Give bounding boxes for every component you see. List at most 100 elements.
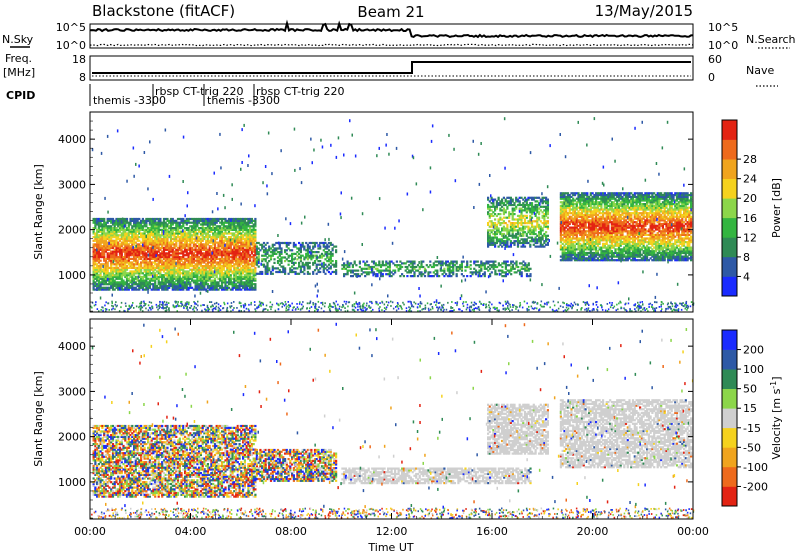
echo-cell [129,261,132,264]
echo-cell [194,237,197,241]
echo-cell [124,270,127,273]
echo-cell [173,266,176,269]
echo-cell [138,250,141,253]
echo-cell [285,241,288,245]
echo-cell [152,265,155,268]
echo-cell [358,275,361,278]
echo-cell [168,252,171,255]
echo-cell [226,232,229,235]
echo-cell [147,241,150,244]
echo-cell [164,279,167,282]
echo-cell [166,286,169,289]
echo-cell [280,265,283,268]
echo-cell [131,230,134,233]
echo-cell [182,274,185,277]
echo-cell [117,268,120,271]
echo-cell [154,268,157,271]
echo-cell [155,245,158,248]
echo-cell [145,223,148,226]
echo-cell [236,243,239,246]
echo-cell [298,265,301,268]
echo-cell [219,263,222,266]
echo-cell [199,268,202,271]
echo-cell [247,230,250,233]
echo-cell [220,266,224,269]
echo-cell [233,277,236,280]
echo-cell [111,223,115,226]
echo-cell [171,246,174,250]
echo-cell [129,265,132,268]
echo-cell [284,269,287,272]
echo-cell [173,263,176,266]
echo-cell [175,286,178,289]
echo-cell [203,230,206,233]
echo-cell [298,241,301,245]
echo-cell [194,254,197,257]
echo-cell [247,283,250,286]
echo-cell [94,223,97,226]
echo-cell [196,286,199,289]
echo-cell [229,277,232,280]
echo-cell [227,256,231,259]
echo-cell [205,241,208,244]
echo-cell [192,223,195,226]
echo-cell [210,245,213,248]
echo-cell [219,234,222,237]
echo-cell [122,257,125,260]
echo-cell [103,263,106,266]
echo-cell [219,228,222,231]
echo-cell [134,252,137,255]
echo-cell [182,252,185,255]
echo-cell [117,272,120,275]
echo-cell [133,248,136,251]
echo-cell [133,279,136,282]
echo-cell [222,246,225,250]
echo-cell [238,283,241,286]
echo-cell [159,237,162,241]
echo-cell [129,274,132,277]
echo-cell [157,277,160,280]
echo-cell [224,274,227,277]
echo-cell [189,277,192,280]
echo-cell [99,246,102,250]
echo-cell [466,260,469,263]
echo-cell [208,241,211,244]
echo-cell [249,225,252,228]
search-tick-bottom: 10^0 [708,39,738,52]
echo-cell [206,243,209,246]
echo-cell [292,241,295,245]
echo-cell [222,232,225,235]
echo-cell [229,246,232,250]
echo-cell [113,266,116,269]
echo-cell [252,237,255,241]
echo-cell [252,268,255,271]
echo-cell [203,232,206,235]
echo-cell [227,274,231,277]
echo-cell [469,264,472,267]
echo-cell [125,274,129,277]
echo-cell [220,288,224,291]
echo-cell [199,241,202,244]
echo-cell [180,241,183,244]
echo-cell [94,227,97,230]
echo-cell [131,227,134,230]
echo-cell [113,241,116,244]
echo-cell [117,275,120,279]
echo-cell [110,283,113,286]
echo-cell [189,225,192,228]
echo-cell [106,257,109,260]
echo-cell [203,286,206,289]
echo-cell [294,252,297,255]
echo-cell [157,275,160,279]
echo-cell [182,239,185,242]
echo-cell [182,236,185,239]
echo-cell [310,258,313,261]
echo-cell [250,283,253,286]
echo-cell [169,227,173,230]
echo-cell [157,268,160,271]
echo-cell [306,270,309,274]
echo-cell [134,217,137,221]
echo-cell [282,269,285,272]
echo-cell [198,272,201,275]
echo-cell [138,286,141,289]
